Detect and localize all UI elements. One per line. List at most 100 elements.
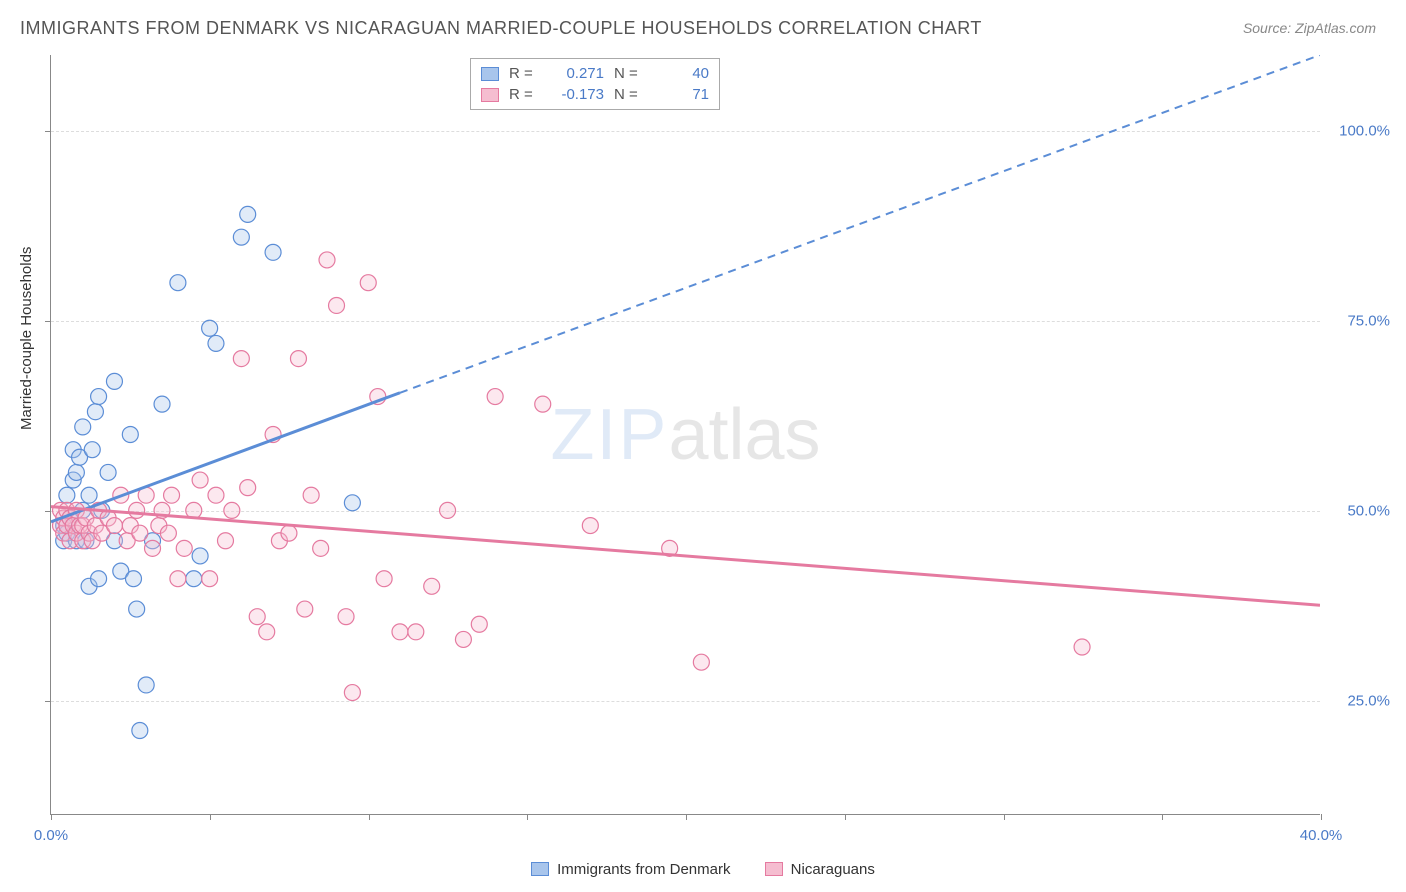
scatter-point	[290, 351, 306, 367]
plot-area: ZIPatlas 25.0%50.0%75.0%100.0%0.0%40.0%	[50, 55, 1320, 815]
legend-row-series1: R = 0.271 N = 40	[481, 63, 709, 84]
scatter-point	[455, 631, 471, 647]
scatter-point	[1074, 639, 1090, 655]
x-tick-label: 40.0%	[1300, 827, 1343, 844]
series-legend: Immigrants from Denmark Nicaraguans	[0, 861, 1406, 881]
scatter-point	[344, 495, 360, 511]
scatter-point	[154, 396, 170, 412]
scatter-point	[240, 480, 256, 496]
r-value-series2: -0.173	[549, 86, 604, 103]
x-tick	[1004, 814, 1005, 820]
scatter-point	[535, 396, 551, 412]
scatter-point	[59, 487, 75, 503]
n-label: N =	[614, 86, 644, 103]
legend-row-series2: R = -0.173 N = 71	[481, 84, 709, 105]
scatter-point	[91, 571, 107, 587]
scatter-point	[87, 404, 103, 420]
scatter-point	[338, 609, 354, 625]
y-tick-label: 75.0%	[1330, 313, 1390, 330]
scatter-point	[75, 419, 91, 435]
swatch-series2	[481, 88, 499, 102]
scatter-point	[132, 525, 148, 541]
scatter-point	[208, 487, 224, 503]
scatter-point	[440, 502, 456, 518]
scatter-point	[186, 571, 202, 587]
y-axis-label: Married-couple Households	[18, 247, 35, 430]
scatter-point	[138, 677, 154, 693]
scatter-point	[122, 427, 138, 443]
scatter-point	[265, 244, 281, 260]
x-tick	[51, 814, 52, 820]
y-tick-label: 100.0%	[1330, 123, 1390, 140]
scatter-point	[487, 389, 503, 405]
scatter-point	[91, 389, 107, 405]
r-label: R =	[509, 86, 539, 103]
scatter-point	[132, 723, 148, 739]
correlation-legend: R = 0.271 N = 40 R = -0.173 N = 71	[470, 58, 720, 110]
y-tick-label: 25.0%	[1330, 693, 1390, 710]
scatter-point	[344, 685, 360, 701]
chart-title: IMMIGRANTS FROM DENMARK VS NICARAGUAN MA…	[20, 18, 982, 39]
scatter-point	[81, 487, 97, 503]
scatter-point	[129, 502, 145, 518]
x-tick	[527, 814, 528, 820]
scatter-point	[233, 351, 249, 367]
n-value-series1: 40	[654, 65, 709, 82]
trend-line	[51, 507, 1320, 606]
scatter-point	[217, 533, 233, 549]
x-tick	[686, 814, 687, 820]
x-tick	[210, 814, 211, 820]
scatter-point	[68, 464, 84, 480]
scatter-point	[319, 252, 335, 268]
scatter-point	[192, 548, 208, 564]
source-attribution: Source: ZipAtlas.com	[1243, 20, 1376, 36]
scatter-point	[259, 624, 275, 640]
scatter-point	[329, 297, 345, 313]
scatter-point	[202, 571, 218, 587]
n-label: N =	[614, 65, 644, 82]
scatter-point	[164, 487, 180, 503]
scatter-point	[202, 320, 218, 336]
scatter-point	[176, 540, 192, 556]
r-value-series1: 0.271	[549, 65, 604, 82]
scatter-point	[376, 571, 392, 587]
x-tick	[1321, 814, 1322, 820]
scatter-point	[233, 229, 249, 245]
scatter-point	[106, 518, 122, 534]
scatter-point	[170, 275, 186, 291]
chart-svg	[51, 55, 1320, 814]
scatter-point	[408, 624, 424, 640]
legend-item-series2: Nicaraguans	[765, 861, 875, 878]
scatter-point	[424, 578, 440, 594]
swatch-series1-bottom	[531, 862, 549, 876]
n-value-series2: 71	[654, 86, 709, 103]
scatter-point	[100, 464, 116, 480]
scatter-point	[192, 472, 208, 488]
swatch-series2-bottom	[765, 862, 783, 876]
scatter-point	[392, 624, 408, 640]
scatter-point	[297, 601, 313, 617]
y-tick-label: 50.0%	[1330, 503, 1390, 520]
scatter-point	[160, 525, 176, 541]
scatter-point	[360, 275, 376, 291]
series1-name: Immigrants from Denmark	[557, 861, 730, 878]
scatter-point	[125, 571, 141, 587]
scatter-point	[224, 502, 240, 518]
scatter-point	[693, 654, 709, 670]
scatter-point	[303, 487, 319, 503]
x-tick	[845, 814, 846, 820]
scatter-point	[240, 206, 256, 222]
scatter-point	[582, 518, 598, 534]
series2-name: Nicaraguans	[791, 861, 875, 878]
r-label: R =	[509, 65, 539, 82]
scatter-point	[84, 442, 100, 458]
scatter-point	[249, 609, 265, 625]
scatter-point	[129, 601, 145, 617]
scatter-point	[281, 525, 297, 541]
x-tick	[369, 814, 370, 820]
x-tick	[1162, 814, 1163, 820]
scatter-point	[170, 571, 186, 587]
legend-item-series1: Immigrants from Denmark	[531, 861, 730, 878]
scatter-point	[471, 616, 487, 632]
x-tick-label: 0.0%	[34, 827, 68, 844]
